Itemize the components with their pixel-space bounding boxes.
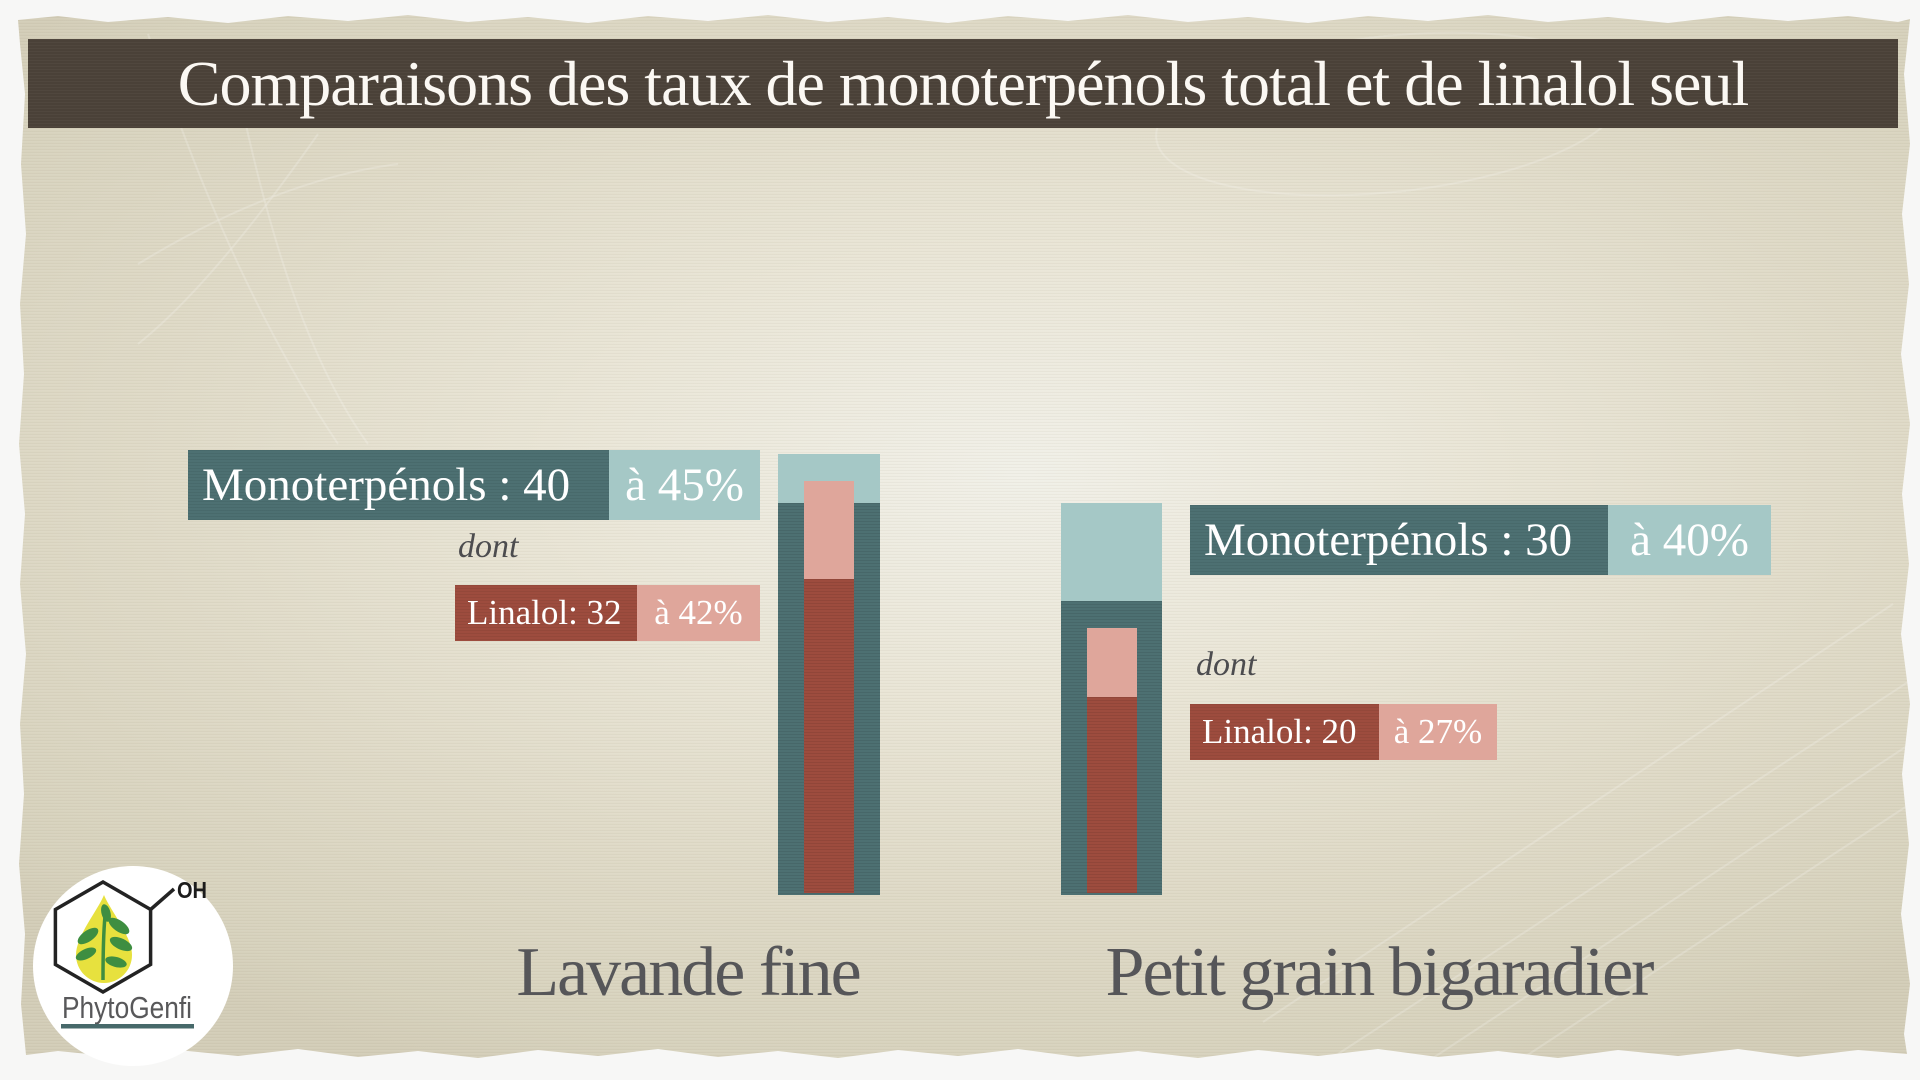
- lavande-linalol-range-bar-segment: [804, 481, 854, 580]
- phytogenfi-logo: OH PhytoGenfi: [33, 866, 233, 1066]
- plant-sprig-icon: [75, 904, 133, 981]
- brand-name: PhytoGenfi: [62, 990, 192, 1025]
- hydroxyl-bond-line: [149, 887, 176, 911]
- petitgrain-monoterpenols-range-bar-segment: [1061, 503, 1162, 601]
- monoterpenols-label-petitgrain: Monoterpénols : 30 à 40%: [1190, 505, 1771, 575]
- linalol-label-solid-segment: Linalol: 20: [1190, 704, 1379, 760]
- dont-label-lavande: dont: [458, 528, 519, 565]
- lavande-linalol-solid-bar-segment: [804, 579, 854, 893]
- linalol-label-petitgrain: Linalol: 20 à 27%: [1190, 704, 1497, 760]
- petitgrain-linalol-range-bar-segment: [1087, 628, 1137, 697]
- linalol-label-range-segment: à 27%: [1379, 704, 1497, 760]
- monoterpenols-label-solid-segment: Monoterpénols : 40: [188, 450, 609, 520]
- petitgrain-linalol-solid-bar-segment: [1087, 697, 1137, 893]
- slide-title: Comparaisons des taux de monoterpénols t…: [177, 47, 1749, 119]
- category-caption-petitgrain: Petit grain bigaradier: [1105, 934, 1655, 1011]
- title-bar: Comparaisons des taux de monoterpénols t…: [28, 39, 1898, 128]
- linalol-label-solid-segment: Linalol: 32: [455, 585, 637, 641]
- linalol-label-range-segment: à 42%: [637, 585, 760, 641]
- dont-label-petitgrain: dont: [1196, 646, 1257, 683]
- monoterpenols-label-lavande: Monoterpénols : 40 à 45%: [188, 450, 760, 520]
- monoterpenols-label-range-segment: à 45%: [609, 450, 760, 520]
- brand-underline: [61, 1024, 194, 1029]
- monoterpenols-label-range-segment: à 40%: [1608, 505, 1771, 575]
- linalol-label-lavande: Linalol: 32 à 42%: [455, 585, 760, 641]
- oh-formula-label: OH: [177, 877, 207, 903]
- logo-circle: [33, 866, 233, 1066]
- category-caption-lavande: Lavande fine: [516, 934, 861, 1011]
- monoterpenols-label-solid-segment: Monoterpénols : 30: [1190, 505, 1608, 575]
